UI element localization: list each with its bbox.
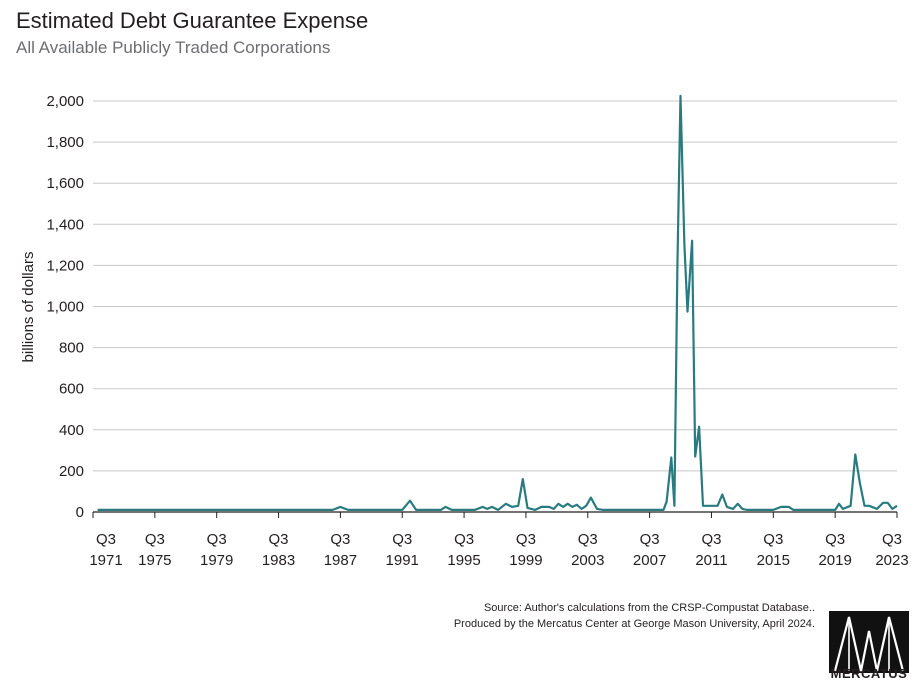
x-tick-quarter: Q3: [454, 531, 474, 548]
x-tick-year: 2007: [633, 552, 666, 569]
mercatus-logo-mark: [829, 611, 909, 673]
x-tick-year: 2015: [757, 552, 790, 569]
x-tick-year: 2003: [571, 552, 604, 569]
x-tick-quarter: Q3: [269, 531, 289, 548]
x-tick-year: 1991: [386, 552, 419, 569]
series-line-debt-guarantee-expense: [97, 94, 898, 511]
x-tick-quarter: Q3: [701, 531, 721, 548]
y-tick-label: 1,000: [46, 299, 84, 316]
x-tick-year: 1987: [324, 552, 357, 569]
y-tick-label: 1,200: [46, 257, 84, 274]
x-tick-year: 1975: [138, 552, 171, 569]
y-tick-label: 200: [59, 463, 84, 480]
x-tick-quarter: Q3: [763, 531, 783, 548]
x-tick-year: 1999: [509, 552, 542, 569]
x-tick-quarter: Q3: [516, 531, 536, 548]
x-tick-quarter: Q3: [145, 531, 165, 548]
y-tick-label: 0: [76, 504, 84, 521]
x-tick-year: 2011: [695, 552, 727, 569]
y-tick-label: 1,800: [46, 134, 84, 151]
x-tick-year: 1979: [200, 552, 233, 569]
x-tick-year: 2019: [818, 552, 851, 569]
x-tick-quarter: Q3: [825, 531, 845, 548]
y-tick-label: 1,600: [46, 175, 84, 192]
source-note: Source: Author's calculations from the C…: [454, 600, 815, 632]
x-tick-quarter: Q3: [96, 531, 116, 548]
y-axis-label: billions of dollars: [20, 252, 37, 363]
x-tick-year: 1995: [447, 552, 480, 569]
x-tick-year: 1971: [89, 552, 122, 569]
x-tick-quarter: Q3: [392, 531, 412, 548]
x-axis-ticks: Q3 1971 Q3 1975 Q3 1979 Q3 1983 Q3 1987 Q3 1991 Q3 19…: [89, 512, 909, 569]
mercatus-logo-text: MERCATUS: [830, 666, 908, 681]
x-tick-quarter: Q3: [207, 531, 227, 548]
x-tick-quarter: Q3: [640, 531, 660, 548]
source-line: Source: Author's calculations from the C…: [483, 602, 815, 614]
y-tick-label: 1,400: [46, 216, 84, 233]
chart-title: Estimated Debt Guarantee Expense: [16, 8, 369, 33]
x-tick-quarter: Q3: [330, 531, 350, 548]
y-tick-label: 2,000: [46, 93, 84, 110]
producer-line: Produced by the Mercatus Center at Georg…: [453, 618, 815, 630]
x-tick-quarter: Q3: [578, 531, 598, 548]
x-tick-quarter: Q3: [882, 531, 902, 548]
chart-plot: 0 200 400 600 800 1,000 1,200 1,400 1,600 1,800 2,…: [20, 93, 909, 569]
y-tick-label: 800: [59, 340, 84, 357]
x-tick-year: 2023: [875, 552, 908, 569]
y-tick-label: 600: [59, 381, 84, 398]
x-tick-year: 1983: [262, 552, 295, 569]
y-tick-label: 400: [59, 422, 84, 439]
y-axis-ticks: 0 200 400 600 800 1,000 1,200 1,400 1,600 1,800 2,…: [46, 93, 84, 521]
chart-subtitle: All Available Publicly Traded Corporatio…: [16, 38, 331, 57]
gridlines: [93, 100, 897, 472]
